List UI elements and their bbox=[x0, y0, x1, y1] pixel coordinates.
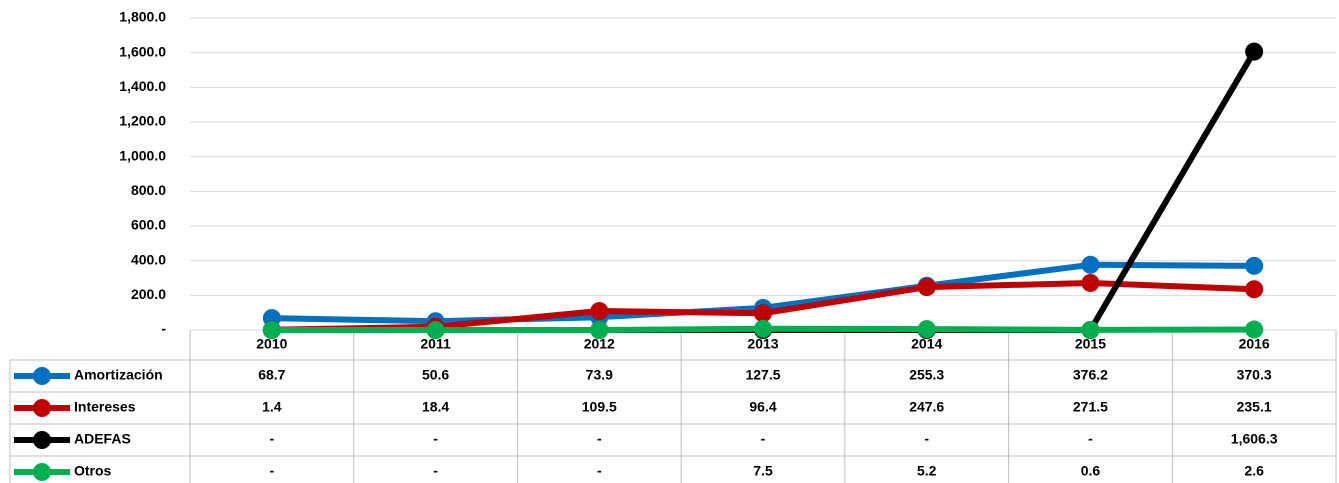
y-tick-label: 1,600.0 bbox=[119, 43, 166, 59]
table-cell: - bbox=[270, 431, 275, 447]
data-point bbox=[1245, 42, 1264, 61]
series-line bbox=[271, 50, 1257, 333]
y-tick-label: 200.0 bbox=[131, 286, 166, 302]
x-tick-label: 2015 bbox=[1075, 336, 1106, 352]
data-point bbox=[1245, 256, 1264, 275]
table-cell: 376.2 bbox=[1073, 367, 1108, 383]
y-tick-label: 600.0 bbox=[131, 217, 166, 233]
table-cell: 235.1 bbox=[1237, 399, 1272, 415]
x-tick-label: 2010 bbox=[256, 336, 287, 352]
x-tick-label: 2013 bbox=[747, 336, 778, 352]
data-point bbox=[917, 320, 936, 339]
table-cell: 271.5 bbox=[1073, 399, 1108, 415]
data-point bbox=[754, 319, 772, 338]
table-cell: 0.6 bbox=[1081, 463, 1101, 479]
table-cell: 1.4 bbox=[262, 399, 282, 415]
table-cell: 247.6 bbox=[909, 399, 944, 415]
table-cell: 7.5 bbox=[753, 463, 773, 479]
data-point bbox=[1081, 273, 1100, 292]
data-point bbox=[1245, 280, 1264, 299]
legend-label: ADEFAS bbox=[74, 431, 131, 447]
table-cell: - bbox=[597, 463, 602, 479]
legend-label: Amortización bbox=[74, 367, 163, 383]
table-cell: 50.6 bbox=[422, 367, 449, 383]
y-tick-label: 1,200.0 bbox=[119, 113, 166, 129]
legend-key bbox=[33, 367, 51, 385]
table-cell: 68.7 bbox=[258, 367, 285, 383]
data-point bbox=[1245, 320, 1264, 339]
table-cell: 109.5 bbox=[582, 399, 617, 415]
y-tick-label: 1,400.0 bbox=[119, 78, 166, 94]
table-cell: - bbox=[761, 431, 766, 447]
data-point bbox=[590, 302, 609, 321]
y-tick-label: - bbox=[161, 321, 166, 337]
legend-key bbox=[33, 463, 51, 481]
x-tick-label: 2012 bbox=[584, 336, 615, 352]
table-cell: 73.9 bbox=[586, 367, 613, 383]
table-cell: 127.5 bbox=[745, 367, 780, 383]
legend-key bbox=[33, 399, 51, 417]
data-point bbox=[590, 321, 609, 339]
table-cell: - bbox=[270, 463, 275, 479]
table-cell: 96.4 bbox=[749, 399, 776, 415]
table-cell: 255.3 bbox=[909, 367, 944, 383]
data-point bbox=[262, 321, 281, 339]
x-tick-label: 2014 bbox=[911, 336, 942, 352]
table-cell: 18.4 bbox=[422, 399, 449, 415]
y-tick-label: 1,800.0 bbox=[119, 9, 166, 25]
legend-label: Otros bbox=[74, 463, 112, 479]
table-cell: 370.3 bbox=[1237, 367, 1272, 383]
table-cell: - bbox=[433, 463, 438, 479]
legend-label: Intereses bbox=[74, 399, 136, 415]
data-point bbox=[1081, 320, 1100, 339]
data-point bbox=[1081, 255, 1100, 274]
data-point bbox=[917, 278, 936, 297]
data-point bbox=[754, 304, 772, 323]
y-tick-label: 800.0 bbox=[131, 182, 166, 198]
table-cell: 5.2 bbox=[917, 463, 937, 479]
legend-key bbox=[33, 431, 51, 449]
y-tick-label: 1,000.0 bbox=[119, 147, 166, 163]
table-cell: 1,606.3 bbox=[1231, 431, 1278, 447]
table-cell: - bbox=[1088, 431, 1093, 447]
y-tick-label: 400.0 bbox=[131, 251, 166, 267]
table-cell: 2.6 bbox=[1244, 463, 1264, 479]
data-point bbox=[426, 321, 445, 339]
table-cell: - bbox=[597, 431, 602, 447]
table-cell: - bbox=[924, 431, 929, 447]
x-tick-label: 2011 bbox=[420, 336, 451, 352]
x-tick-label: 2016 bbox=[1239, 336, 1270, 352]
table-cell: - bbox=[433, 431, 438, 447]
